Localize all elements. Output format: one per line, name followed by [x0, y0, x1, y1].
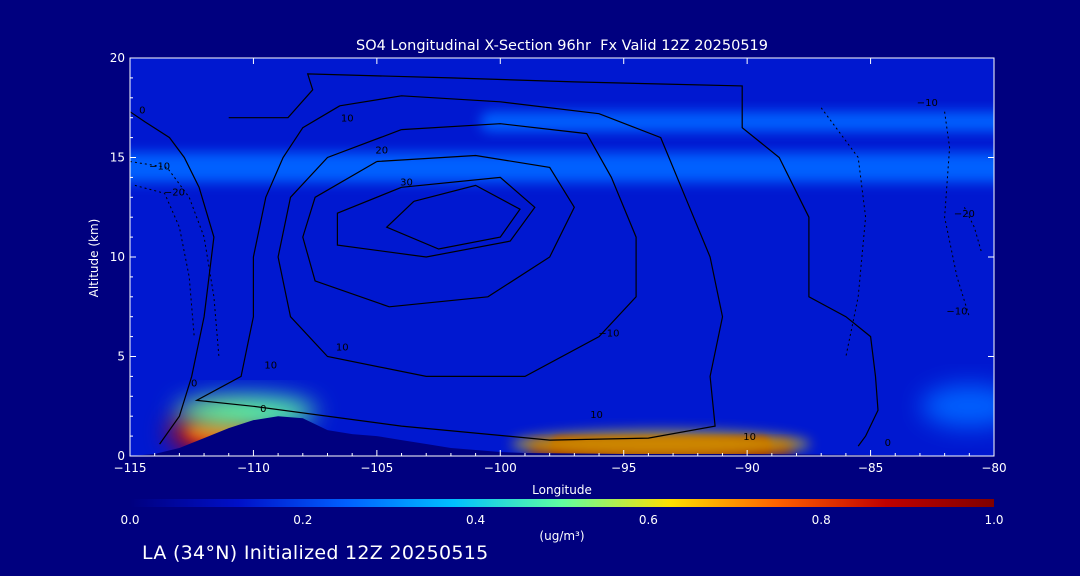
- concentration-gulf-halo: [510, 430, 811, 456]
- concentration-layer-upper-trop: [130, 152, 994, 183]
- colorbar-ticks: 0.0 0.2 0.4 0.6 0.8 1.0: [120, 513, 1003, 527]
- contour-line: [963, 207, 983, 254]
- contour-line: [820, 107, 867, 357]
- contour-labels: 0 −10 −20 10 20 30 −10 −20 −10 10 10 0 0 10 10 0 −10: [139, 98, 975, 449]
- x-tick-label: −80: [981, 461, 1006, 475]
- contour-label: 10: [336, 343, 349, 354]
- contour-label: 0: [191, 378, 197, 389]
- contour-label: −10: [917, 98, 938, 109]
- contour-line: [134, 184, 195, 337]
- contour-lines: [130, 73, 983, 447]
- colorbar-unit-label: (ug/m³): [539, 529, 584, 543]
- concentration-layer-17km: [480, 111, 994, 132]
- contour-label: 10: [341, 114, 354, 125]
- x-axis: −115 −110 −105 −100 −95 −90 −85 −80: [114, 58, 1007, 475]
- x-tick-label: −95: [611, 461, 636, 475]
- y-tick-label: 10: [110, 250, 125, 264]
- contour-label: −10: [149, 161, 170, 172]
- contour-line: [302, 154, 575, 308]
- y-axis: 0 5 10 15 20: [110, 51, 994, 463]
- contour-label: 10: [743, 432, 756, 443]
- contour-label: 10: [590, 410, 603, 421]
- contour-label: −20: [954, 209, 975, 220]
- plot-area: 0 −10 −20 10 20 30 −10 −20 −10 10 10 0 0 10 10 0 −10: [129, 57, 995, 457]
- y-tick-label: 5: [117, 350, 125, 364]
- contour-label: 30: [400, 177, 413, 188]
- y-tick-label: 0: [117, 449, 125, 463]
- terrain: [130, 416, 994, 456]
- contour-line: [385, 184, 521, 250]
- colorbar-tick-label: 1.0: [984, 513, 1003, 527]
- contour-label: −10: [946, 307, 967, 318]
- contour-line: [228, 73, 879, 447]
- x-axis-label: Longitude: [532, 483, 592, 497]
- colorbar-tick-label: 0.2: [293, 513, 312, 527]
- contour-label: −20: [164, 187, 185, 198]
- x-tick-label: −90: [734, 461, 759, 475]
- contour-line: [194, 95, 724, 441]
- y-axis-label: Altitude (km): [87, 219, 101, 298]
- y-tick-label: 20: [110, 51, 125, 65]
- contour-label: 0: [260, 404, 266, 415]
- contour-line: [944, 111, 970, 317]
- colorbar-tick-label: 0.0: [120, 513, 139, 527]
- contour-line: [130, 111, 215, 445]
- colorbar-tick-label: 0.8: [812, 513, 831, 527]
- contour-label: 0: [139, 106, 145, 117]
- colorbar-strip: [130, 499, 994, 507]
- x-tick-label: −110: [237, 461, 270, 475]
- y-tick-label: 15: [110, 151, 125, 165]
- contour-label: −10: [598, 329, 619, 340]
- colorbar-tick-label: 0.4: [466, 513, 485, 527]
- initialization-caption: LA (34°N) Initialized 12Z 20250515: [142, 542, 489, 564]
- colorbar: 0.0 0.2 0.4 0.6 0.8 1.0 (ug/m³): [120, 499, 1004, 543]
- contour-line: [336, 176, 536, 258]
- contour-label: 20: [375, 146, 388, 157]
- x-tick-label: −85: [858, 461, 883, 475]
- concentration-east-boundary: [921, 385, 994, 428]
- contour-line: [130, 161, 220, 357]
- terrain-profile: [130, 416, 994, 456]
- x-tick-label: −105: [360, 461, 393, 475]
- contour-label: 10: [264, 360, 277, 371]
- colorbar-tick-label: 0.6: [639, 513, 658, 527]
- x-tick-label: −115: [114, 461, 147, 475]
- concentration-field: [130, 111, 994, 456]
- x-tick-label: −100: [484, 461, 517, 475]
- contour-line: [277, 123, 637, 377]
- contour-label: 0: [885, 438, 891, 449]
- chart-title: SO4 Longitudinal X-Section 96hr Fx Valid…: [356, 38, 768, 54]
